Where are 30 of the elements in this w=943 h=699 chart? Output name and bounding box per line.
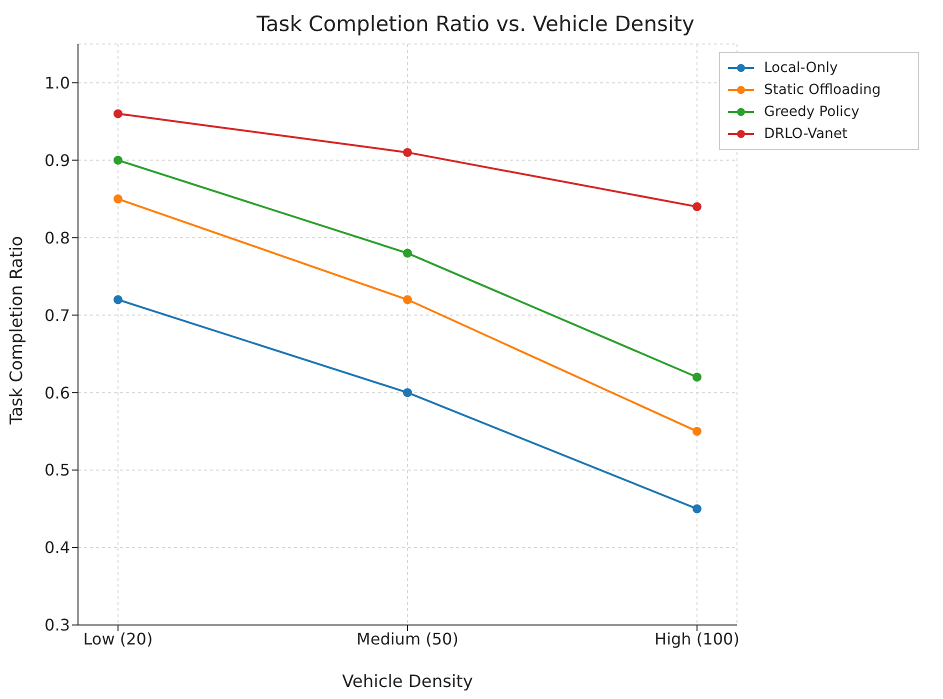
point — [403, 248, 412, 258]
point — [692, 426, 702, 436]
legend-label: DRLO-Vanet — [764, 126, 848, 142]
point — [403, 388, 412, 398]
legend-label: Greedy Policy — [764, 104, 860, 120]
legend-label: Local-Only — [764, 60, 838, 76]
point — [692, 504, 702, 514]
point — [692, 202, 702, 212]
y-tick-label: 0.3 — [44, 616, 70, 635]
y-axis-title: Task Completion Ratio — [7, 236, 28, 426]
point — [114, 156, 122, 165]
y-tick-label: 0.8 — [44, 228, 70, 248]
point — [114, 194, 122, 204]
y-tick-label: 0.9 — [44, 150, 70, 170]
y-tick-label: 0.6 — [44, 383, 70, 402]
point — [403, 295, 412, 304]
y-tick-label: 0.4 — [44, 538, 70, 558]
x-tick-label: Medium (50) — [356, 629, 458, 648]
x-axis-title: Vehicle Density — [342, 672, 473, 692]
x-tick-label: High (100) — [654, 629, 740, 648]
chart-title: Task Completion Ratio vs. Vehicle Density — [256, 11, 696, 38]
point — [114, 109, 122, 118]
point — [403, 148, 412, 157]
y-tick-label: 0.7 — [44, 306, 70, 325]
y-tick-label: 1.0 — [44, 73, 70, 92]
point — [114, 295, 122, 304]
x-tick-label: Low (20) — [83, 629, 153, 648]
legend-label: Static Offloading — [764, 82, 881, 98]
point — [692, 372, 702, 382]
y-tick-label: 0.5 — [44, 460, 70, 480]
